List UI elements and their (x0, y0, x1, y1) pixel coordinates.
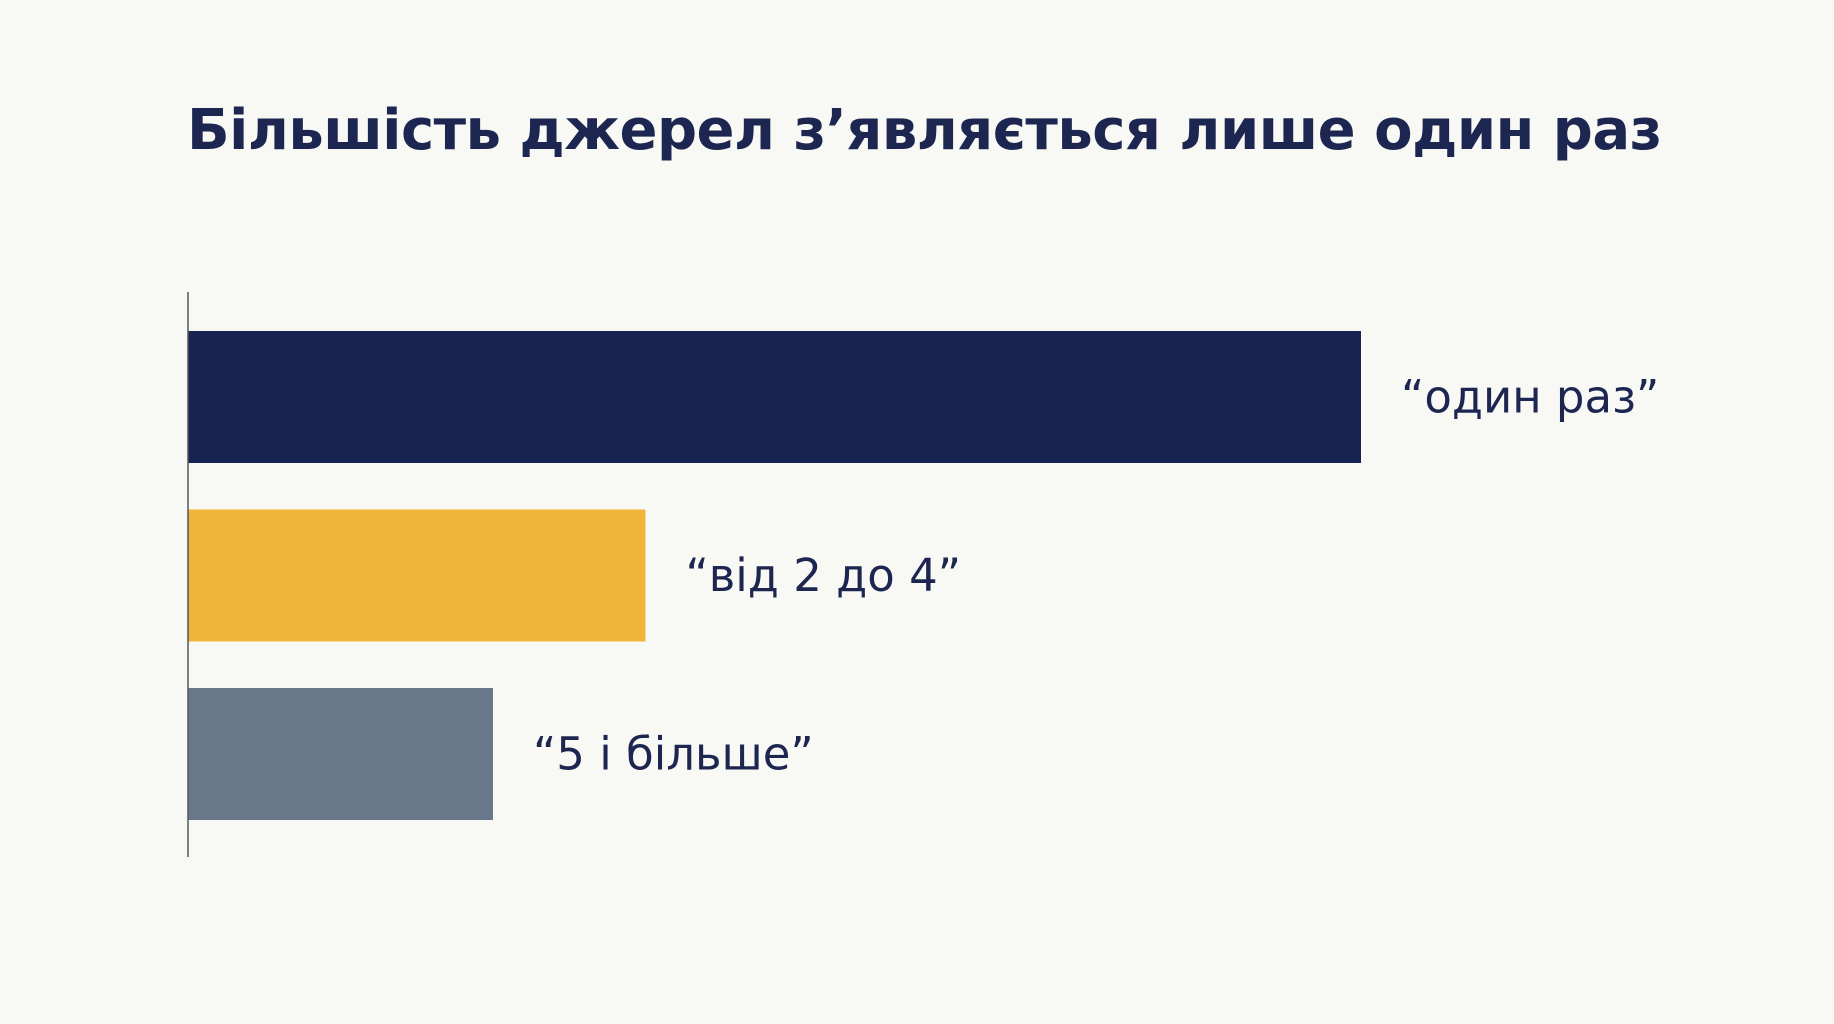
bar-1 (188, 509, 646, 642)
bar-0 (188, 331, 1361, 463)
bar-label-0: “один раз” (1401, 371, 1659, 424)
chart-title: Більшість джерел з’являється лише один р… (187, 98, 1662, 163)
bar-2 (188, 688, 493, 820)
bars-group (188, 331, 1361, 820)
bar-label-2: “5 і більше” (533, 728, 814, 781)
bar-labels-group: “один раз” “від 2 до 4” “5 і більше” (533, 371, 1659, 781)
bar-label-1: “від 2 до 4” (685, 549, 961, 602)
